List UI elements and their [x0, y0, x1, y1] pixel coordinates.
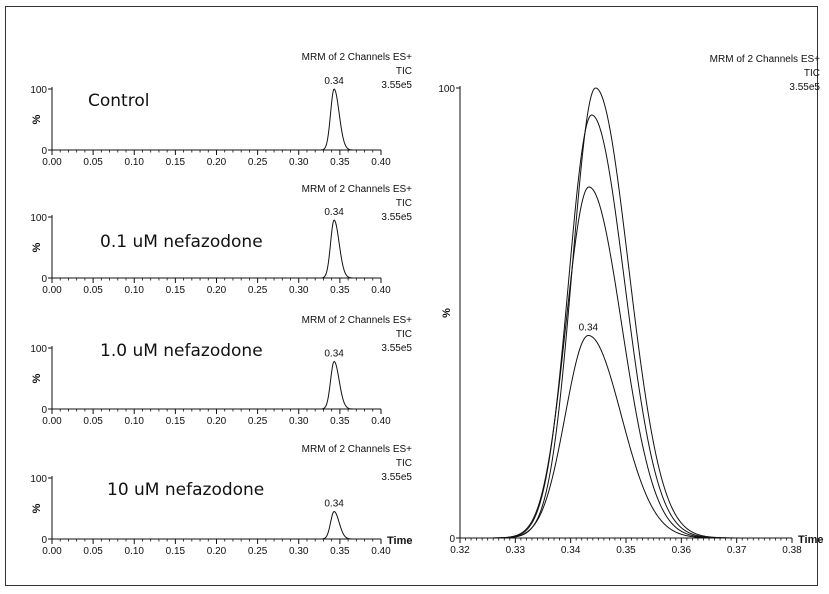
- panel-1-header-line: 3.55e5: [381, 80, 412, 91]
- panel-2-peak-label: 0.34: [324, 207, 344, 218]
- panel-4-y-tick-label: 100: [30, 474, 47, 485]
- panel-3-header-line: TIC: [396, 329, 412, 340]
- panel-2-condition-label: 0.1 uM nefazodone: [100, 232, 263, 252]
- panel-3-x-tick-label: 0.10: [125, 416, 145, 427]
- panel-1-trace-1: [52, 88, 381, 151]
- panel-4-condition-label: 10 uM nefazodone: [107, 480, 264, 500]
- panel-5-trace-4: [460, 335, 792, 539]
- panel-3-y-tick-label: 0: [41, 405, 47, 416]
- panel-5-trace-2: [460, 114, 792, 539]
- panel-5-x-tick-label: 0.34: [561, 545, 581, 556]
- panel-1-header-line: MRM of 2 Channels ES+: [302, 52, 412, 63]
- panel-1-x-tick-label: 0.20: [207, 157, 227, 168]
- panel-5-x-tick-label: 0.37: [727, 545, 747, 556]
- panel-4-x-tick-label: 0.10: [125, 546, 145, 557]
- panel-3-x-tick-label: 0.15: [166, 416, 186, 427]
- panel-4-x-tick-label: 0.20: [207, 546, 227, 557]
- panel-1-x-tick-label: 0.15: [166, 157, 186, 168]
- panel-5-x-axis-label: Time: [798, 534, 823, 546]
- panel-3-x-tick-label: 0.00: [42, 416, 62, 427]
- panel-4-header-line: MRM of 2 Channels ES+: [302, 444, 412, 455]
- panel-2-x-tick-label: 0.10: [125, 285, 145, 296]
- panel-3-y-tick-label: 100: [30, 344, 47, 355]
- panel-1-peak-label: 0.34: [324, 76, 344, 87]
- panel-2-x-tick-label: 0.05: [83, 285, 103, 296]
- panel-3-x-tick-label: 0.30: [289, 416, 309, 427]
- panel-4-header-line: TIC: [396, 458, 412, 469]
- panel-5-header-line: 3.55e5: [789, 82, 820, 93]
- panel-2-header-line: MRM of 2 Channels ES+: [302, 184, 412, 195]
- panel-1-y-label: %: [31, 114, 43, 124]
- panel-3-x-tick-label: 0.20: [207, 416, 227, 427]
- panel-2-header-line: TIC: [396, 198, 412, 209]
- panel-3-x-tick-label: 0.25: [248, 416, 268, 427]
- panel-4-x-tick-label: 0.00: [42, 546, 62, 557]
- panel-4-x-tick-label: 0.30: [289, 546, 309, 557]
- panel-3-x-tick-label: 0.35: [330, 416, 350, 427]
- panel-2-x-tick-label: 0.15: [166, 285, 186, 296]
- panel-4-x-tick-label: 0.15: [166, 546, 186, 557]
- panel-3-x-tick-label: 0.05: [83, 416, 103, 427]
- panel-5-peak-label: 0.34: [579, 323, 599, 334]
- panel-5-x-tick-label: 0.36: [672, 545, 692, 556]
- panel-2-x-tick-label: 0.20: [207, 285, 227, 296]
- panel-1-x-tick-label: 0.30: [289, 157, 309, 168]
- panel-1-x-tick-label: 0.05: [83, 157, 103, 168]
- panel-3-condition-label: 1.0 uM nefazodone: [100, 341, 263, 361]
- panel-4-x-tick-label: 0.05: [83, 546, 103, 557]
- panel-1-condition-label: Control: [88, 91, 149, 111]
- panel-3-peak-label: 0.34: [324, 348, 344, 359]
- panel-2-x-tick-label: 0.30: [289, 285, 309, 296]
- panel-4-peak-label: 0.34: [324, 499, 344, 510]
- panel-2-trace-1: [52, 219, 381, 279]
- panel-5-header-line: TIC: [804, 68, 820, 79]
- panel-4-x-tick-label: 0.25: [248, 546, 268, 557]
- panel-1-y-tick-label: 100: [30, 85, 47, 96]
- panel-5-x-tick-label: 0.35: [616, 545, 636, 556]
- panel-5-y-tick-label: 100: [438, 84, 455, 95]
- panel-2-x-tick-label: 0.35: [330, 285, 350, 296]
- panel-1-x-tick-label: 0.35: [330, 157, 350, 168]
- panel-5-y-tick-label: 0: [449, 534, 455, 545]
- panel-4-x-tick-label: 0.35: [330, 546, 350, 557]
- panel-3-y-label: %: [31, 373, 43, 383]
- panel-1-header-line: TIC: [396, 66, 412, 77]
- panel-5-x-tick-label: 0.38: [782, 545, 802, 556]
- panel-1-x-tick-label: 0.25: [248, 157, 268, 168]
- panel-4-y-tick-label: 0: [41, 535, 47, 546]
- panel-3-header-line: 3.55e5: [381, 343, 412, 354]
- panel-1-x-tick-label: 0.40: [371, 157, 391, 168]
- panel-5-trace-3: [460, 186, 792, 539]
- panel-2-x-tick-label: 0.00: [42, 285, 62, 296]
- panel-4-trace-1: [52, 511, 381, 540]
- panel-3-header-line: MRM of 2 Channels ES+: [302, 315, 412, 326]
- panel-2-y-label: %: [31, 242, 43, 252]
- panel-1-y-tick-label: 0: [41, 146, 47, 157]
- panel-2-x-tick-label: 0.25: [248, 285, 268, 296]
- panel-4-x-tick-label: 0.40: [371, 546, 391, 557]
- panel-5-x-tick-label: 0.32: [450, 545, 470, 556]
- panel-3-trace-1: [52, 360, 381, 410]
- panel-1-x-tick-label: 0.00: [42, 157, 62, 168]
- panel-2-y-tick-label: 0: [41, 274, 47, 285]
- panel-4-header-line: 3.55e5: [381, 472, 412, 483]
- panel-2-x-tick-label: 0.40: [371, 285, 391, 296]
- panel-1-x-tick-label: 0.10: [125, 157, 145, 168]
- panel-5-x-tick-label: 0.33: [506, 545, 526, 556]
- panel-5-header-line: MRM of 2 Channels ES+: [710, 54, 820, 65]
- panel-2-y-tick-label: 100: [30, 213, 47, 224]
- panel-3-x-tick-label: 0.40: [371, 416, 391, 427]
- figure-frame: [5, 6, 818, 586]
- panel-4-y-label: %: [31, 503, 43, 513]
- panel-5-y-label: %: [441, 308, 453, 318]
- panel-4-x-axis-label: Time: [387, 535, 412, 547]
- panel-5-trace-1: [460, 87, 792, 539]
- panel-2-header-line: 3.55e5: [381, 212, 412, 223]
